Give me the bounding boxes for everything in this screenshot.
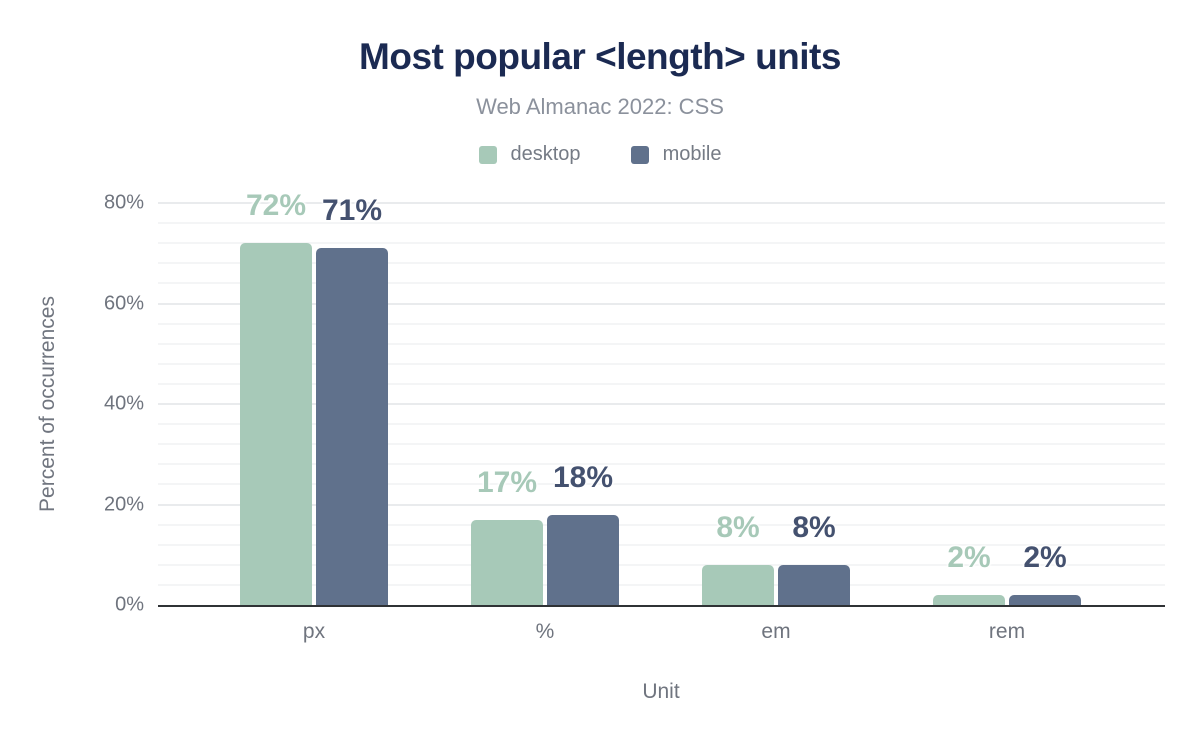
bar-label-desktop-em: 8% [716, 510, 760, 544]
major-gridline [158, 202, 1165, 204]
minor-gridline [158, 423, 1165, 426]
bar-mobile-%[interactable] [547, 514, 619, 605]
minor-gridline [158, 443, 1165, 446]
minor-gridline [158, 382, 1165, 385]
minor-gridline [158, 342, 1165, 345]
minor-gridline [158, 523, 1165, 526]
bar-label-mobile-px: 71% [321, 194, 383, 228]
bar-desktop-px[interactable] [240, 243, 312, 605]
bar-label-mobile-%: 18% [552, 460, 614, 494]
minor-gridline [158, 262, 1165, 265]
minor-gridline [158, 543, 1165, 546]
legend-item-mobile: mobile [630, 143, 722, 166]
y-tick-60%: 60% [103, 292, 144, 314]
bar-label-desktop-rem: 2% [947, 540, 991, 574]
bar-mobile-rem[interactable] [1009, 594, 1081, 605]
legend-label-mobile: mobile [662, 143, 722, 165]
bar-mobile-px[interactable] [316, 248, 388, 605]
major-gridline [158, 503, 1165, 506]
minor-gridline [158, 583, 1165, 586]
minor-gridline [158, 463, 1165, 466]
legend-item-desktop: desktop [478, 143, 581, 166]
legend: desktop mobile [0, 143, 1200, 166]
y-tick-80%: 80% [103, 191, 144, 214]
minor-gridline [158, 242, 1165, 245]
bar-label-mobile-rem: 2% [1023, 540, 1067, 574]
x-axis-title: Unit [642, 680, 680, 703]
plot-area: 0% 20% 40% 60% 80% px 72% 71%% 17% 18% em 8% 8% rem 2%… [104, 191, 1165, 643]
x-axis-line [158, 605, 1165, 607]
legend-swatch-desktop [478, 145, 497, 164]
bar-desktop-%[interactable] [471, 519, 543, 605]
x-tick-%: % [535, 620, 555, 643]
minor-gridline [158, 483, 1165, 486]
minor-gridline [158, 222, 1165, 225]
legend-swatch-mobile [630, 145, 649, 164]
minor-gridline [158, 563, 1165, 566]
y-tick-20%: 20% [103, 493, 144, 515]
y-axis-title: Percent of occurrences [36, 296, 59, 512]
bar-label-desktop-%: 17% [476, 465, 538, 499]
major-gridline [158, 403, 1165, 405]
major-gridline [158, 302, 1165, 305]
minor-gridline [158, 322, 1165, 325]
chart-subtitle: Web Almanac 2022: CSS [476, 94, 724, 119]
bar-mobile-em[interactable] [778, 564, 850, 605]
x-tick-rem: rem [988, 620, 1026, 643]
bar-label-desktop-px: 72% [245, 189, 307, 223]
y-tick-40%: 40% [103, 392, 144, 415]
y-tick-0%: 0% [115, 593, 144, 616]
minor-gridline [158, 362, 1165, 365]
chart-title: Most popular <length> units [359, 36, 841, 77]
x-tick-px: px [302, 620, 326, 643]
x-tick-em: em [761, 620, 791, 643]
bar-desktop-rem[interactable] [933, 594, 1005, 605]
legend-label-desktop: desktop [510, 143, 581, 165]
minor-gridline [158, 282, 1165, 285]
bar-desktop-em[interactable] [702, 564, 774, 605]
bar-label-mobile-em: 8% [792, 510, 836, 544]
